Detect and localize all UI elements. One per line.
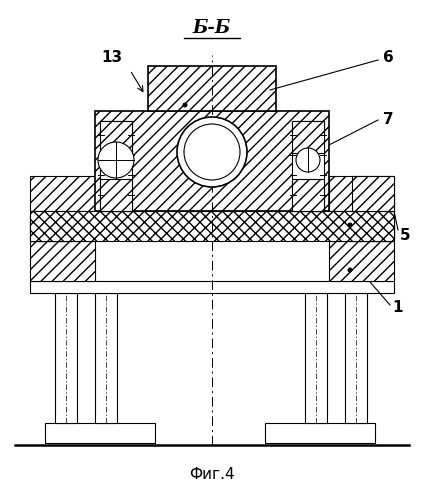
Circle shape bbox=[348, 222, 352, 228]
Bar bbox=[30, 241, 95, 281]
Text: Фиг.4: Фиг.4 bbox=[189, 467, 235, 482]
Bar bbox=[30, 216, 72, 241]
Bar bbox=[100, 121, 132, 153]
Text: 1: 1 bbox=[392, 300, 402, 316]
Bar bbox=[30, 211, 394, 241]
Bar bbox=[292, 179, 324, 211]
Bar bbox=[305, 293, 327, 423]
Text: 13: 13 bbox=[101, 50, 123, 65]
Circle shape bbox=[177, 117, 247, 187]
Bar bbox=[352, 216, 394, 241]
Bar bbox=[345, 293, 367, 423]
Circle shape bbox=[98, 142, 134, 178]
Circle shape bbox=[182, 102, 187, 108]
Bar bbox=[148, 66, 276, 111]
Circle shape bbox=[296, 148, 320, 172]
Bar bbox=[329, 176, 394, 211]
Text: 5: 5 bbox=[400, 228, 410, 242]
Bar bbox=[95, 293, 117, 423]
Bar bbox=[100, 121, 132, 211]
Bar bbox=[352, 176, 394, 211]
Text: 7: 7 bbox=[383, 112, 393, 128]
Bar bbox=[30, 281, 394, 293]
Bar bbox=[100, 179, 132, 211]
Bar bbox=[329, 241, 394, 281]
Bar bbox=[265, 423, 375, 443]
Bar bbox=[30, 216, 72, 241]
Text: 6: 6 bbox=[383, 50, 394, 66]
Bar bbox=[30, 176, 95, 211]
Circle shape bbox=[348, 268, 352, 272]
Text: Б-Б: Б-Б bbox=[193, 19, 231, 37]
Bar bbox=[95, 111, 329, 211]
Bar bbox=[352, 216, 394, 241]
Bar bbox=[55, 293, 77, 423]
Bar bbox=[352, 201, 394, 216]
Bar bbox=[292, 121, 324, 153]
Bar bbox=[45, 423, 155, 443]
Bar bbox=[292, 121, 324, 211]
